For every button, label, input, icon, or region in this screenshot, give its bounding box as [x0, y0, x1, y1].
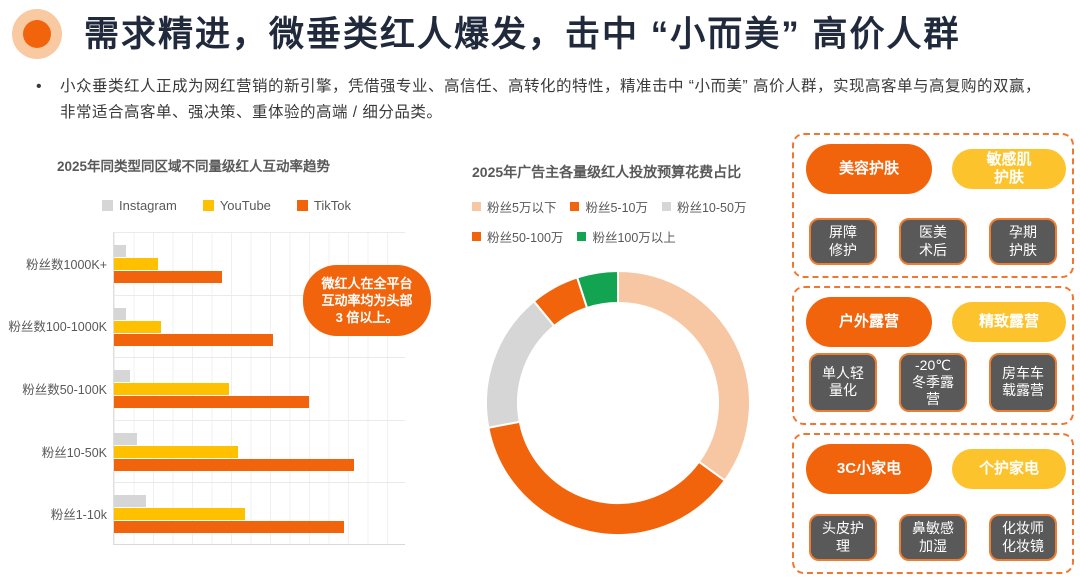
- panel-tag-row: 屏障 修护 医美 术后 孕期 护肤: [806, 218, 1060, 265]
- legend-label: 粉丝100万以上: [592, 231, 676, 245]
- intro-text: 小众垂类红人正成为网红营销的新引擎，凭借强专业、高信任、高转化的特性，精准击中 …: [60, 78, 1041, 121]
- legend-item: YouTube: [202, 198, 271, 213]
- donut-chart-title: 2025年广告主各量级红人投放预算花费占比: [472, 164, 742, 180]
- page-title: 需求精进，微垂类红人爆发，击中 “小而美” 高价人群: [84, 15, 961, 54]
- legend-swatch-icon: [472, 232, 481, 241]
- bar-youtube: [114, 508, 245, 521]
- panel-pill-row: 3C小家电 个护家电: [806, 444, 1066, 494]
- bar-youtube: [114, 320, 161, 333]
- bar-tiktok: [114, 333, 273, 346]
- category-panels: 美容护肤 敏感肌 护肤 屏障 修护 医美 术后 孕期 护肤 户外露营 精致露营 单人轻 量化 -…: [792, 133, 1074, 574]
- legend-label: Instagram: [119, 198, 177, 213]
- bar-chart-legend: Instagram YouTube TikTok: [102, 198, 351, 213]
- title-bullet-icon: [12, 9, 62, 59]
- category-tag: 房车车 载露营: [989, 352, 1057, 412]
- legend-label: 粉丝50-100万: [487, 231, 564, 245]
- bar-row: 粉丝10-50K: [29, 419, 405, 483]
- category-tag: 单人轻 量化: [809, 352, 877, 412]
- panel-tag-row: 单人轻 量化 -20℃ 冬季露 营房车车 载露营: [806, 352, 1060, 412]
- bar-cells: [113, 357, 405, 420]
- bar-chart-title: 2025年同类型同区域不同量级红人互动率趋势: [57, 159, 331, 174]
- panel-tag-row: 头皮护 理鼻敏感 加湿 化妆师 化妆镜: [806, 514, 1060, 561]
- bar-row: 粉丝数50-100K: [22, 357, 405, 420]
- primary-category-pill: 美容护肤: [806, 144, 932, 194]
- legend-swatch-icon: [661, 202, 671, 211]
- primary-category-pill: 3C小家电: [806, 444, 932, 494]
- category-panel: 美容护肤 敏感肌 护肤 屏障 修护 医美 术后 孕期 护肤: [792, 133, 1074, 278]
- category-tag: 屏障 修护: [809, 218, 877, 265]
- legend-label: 粉丝5-10万: [585, 201, 648, 215]
- legend-label: 粉丝5万以下: [487, 201, 557, 215]
- callout-bubble: 微红人在全平台 互动率均为头部 3 倍以上。: [303, 265, 431, 336]
- category-tag: 鼻敏感 加湿: [899, 514, 967, 561]
- intro-bullet: •: [36, 78, 42, 95]
- bar-instagram: [114, 495, 146, 508]
- bar-tiktok: [114, 396, 309, 409]
- legend-label: TikTok: [313, 198, 351, 213]
- donut-slice-粉丝10-50万: [485, 299, 556, 429]
- category-panel: 3C小家电 个护家电 头皮护 理鼻敏感 加湿 化妆师 化妆镜: [792, 433, 1074, 574]
- legend-swatch-icon: [202, 200, 214, 211]
- panel-pill-row: 美容护肤 敏感肌 护肤: [806, 144, 1066, 194]
- intro-paragraph: • 小众垂类红人正成为网红营销的新引擎，凭借强专业、高信任、高转化的特性，精准击…: [36, 74, 1052, 126]
- legend-label: 粉丝10-50万: [676, 201, 747, 215]
- bar-row: 粉丝1-10k: [29, 482, 405, 545]
- category-tag: 化妆师 化妆镜: [989, 514, 1057, 561]
- donut-slice-粉丝5-10万: [487, 420, 727, 536]
- bar-youtube: [114, 445, 238, 458]
- category-panel: 户外露营 精致露营 单人轻 量化 -20℃ 冬季露 营房车车 载露营: [792, 286, 1074, 425]
- category-tag: -20℃ 冬季露 营: [899, 352, 967, 412]
- bar-tiktok: [114, 271, 222, 283]
- legend-item: 粉丝50-100万: [472, 227, 563, 246]
- bar-category-label: 粉丝数50-100K: [22, 382, 107, 397]
- bar-tiktok: [114, 521, 344, 534]
- primary-category-pill: 户外露营: [806, 297, 932, 347]
- bar-cells: [113, 419, 405, 483]
- donut-svg: [485, 270, 751, 536]
- category-tag: 孕期 护肤: [989, 218, 1057, 265]
- title-bullet-core-icon: [23, 20, 51, 48]
- legend-swatch-icon: [102, 200, 113, 211]
- bar-category-label: 粉丝数100-1000K: [8, 320, 107, 335]
- legend-item: 粉丝10-50万: [661, 197, 747, 216]
- secondary-category-pill: 个护家电: [952, 449, 1066, 489]
- legend-swatch-icon: [296, 200, 308, 211]
- bar-plot: 粉丝数1000K+ 粉丝数100-1000K 粉丝数50-100K 粉丝10-50K 粉…: [8, 232, 405, 545]
- bar-category-label: 粉丝1-10k: [50, 508, 107, 523]
- bar-youtube: [114, 258, 158, 270]
- legend-item: TikTok: [296, 198, 351, 213]
- legend-item: 粉丝5万以下: [472, 197, 556, 216]
- donut-slice-粉丝100万以上: [575, 270, 619, 310]
- secondary-category-pill: 敏感肌 护肤: [952, 149, 1066, 189]
- bar-category-label: 粉丝数1000K+: [26, 257, 107, 272]
- legend-item: 粉丝5-10万: [570, 197, 648, 216]
- legend-swatch-icon: [577, 232, 587, 241]
- legend-swatch-icon: [472, 202, 481, 211]
- panel-pill-row: 户外露营 精致露营: [806, 297, 1066, 347]
- category-tag: 医美 术后: [899, 218, 967, 265]
- bar-cells: [113, 482, 405, 545]
- bar-instagram: [114, 432, 138, 445]
- bar-youtube: [114, 383, 229, 396]
- category-tag: 头皮护 理: [809, 514, 877, 561]
- bar-instagram: [114, 245, 126, 257]
- donut-slice-粉丝5万以下: [617, 270, 751, 482]
- legend-item: Instagram: [102, 198, 177, 213]
- bar-category-label: 粉丝10-50K: [41, 445, 107, 460]
- bar-instagram: [114, 370, 130, 383]
- legend-label: YouTube: [219, 198, 271, 213]
- bar-tiktok: [114, 458, 355, 471]
- legend-swatch-icon: [570, 202, 580, 211]
- secondary-category-pill: 精致露营: [952, 302, 1066, 342]
- bar-instagram: [114, 307, 127, 320]
- legend-item: 粉丝100万以上: [577, 227, 676, 246]
- donut-legend: 粉丝5万以下 粉丝5-10万 粉丝10-50万粉丝50-100万 粉丝100万以上: [472, 197, 774, 246]
